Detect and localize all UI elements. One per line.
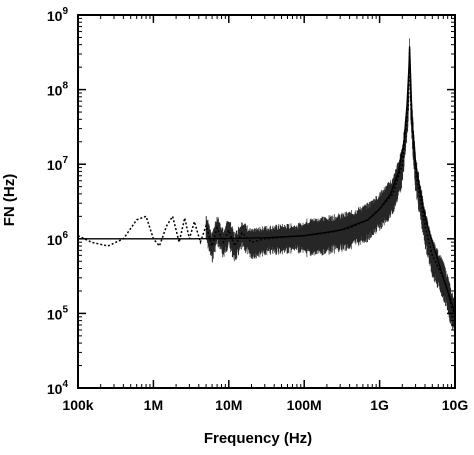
y-tick-label: 107 (47, 155, 69, 173)
y-tick-exponent: 4 (62, 379, 68, 390)
y-tick-base: 10 (47, 381, 63, 397)
y-tick-base: 10 (47, 157, 63, 173)
x-tick-label: 10G (442, 397, 469, 413)
y-tick-label: 105 (47, 304, 69, 322)
x-tick-label: 1M (144, 397, 163, 413)
x-axis-title: Frequency (Hz) (204, 430, 312, 447)
plot-frame (77, 14, 456, 389)
series-line-2 (77, 48, 456, 314)
x-tick-label: 100k (62, 397, 93, 413)
series-layer (77, 46, 456, 314)
y-tick-base: 10 (47, 8, 63, 24)
y-tick-exponent: 6 (62, 230, 68, 241)
y-tick-base: 10 (47, 83, 63, 99)
x-tick-label: 100M (287, 397, 322, 413)
x-tick-label: 10M (215, 397, 242, 413)
series-line-1 (78, 46, 456, 314)
y-tick-label: 104 (47, 379, 69, 397)
y-tick-label: 108 (47, 81, 69, 99)
y-tick-label: 106 (47, 230, 69, 248)
y-tick-exponent: 5 (62, 304, 68, 315)
x-tick-label: 1G (370, 397, 389, 413)
y-tick-exponent: 8 (62, 81, 68, 92)
y-tick-base: 10 (47, 306, 63, 322)
y-tick-exponent: 9 (62, 6, 68, 17)
y-tick-base: 10 (47, 232, 63, 248)
plot-area (77, 14, 456, 389)
y-tick-exponent: 7 (62, 155, 68, 166)
y-axis-title: FN (Hz) (1, 174, 18, 227)
y-tick-label: 109 (47, 6, 69, 24)
